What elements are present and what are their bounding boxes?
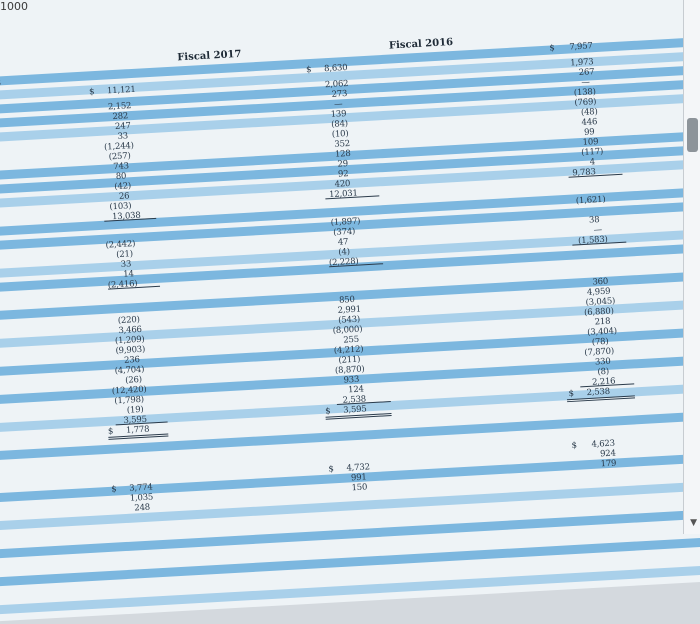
fiscal-2018-cell: 247 bbox=[114, 121, 131, 132]
vertical-scrollbar[interactable]: ▼ bbox=[683, 0, 700, 534]
total-double-underline bbox=[108, 433, 169, 440]
fiscal-2017-cell: 92 bbox=[337, 169, 349, 180]
corner-heading-fragment: 1000 bbox=[0, 0, 28, 13]
fiscal-2017-cell: $ bbox=[328, 464, 335, 475]
fiscal-2017-cell: 29 bbox=[337, 159, 349, 170]
fiscal-2016-cell: — bbox=[593, 224, 603, 236]
fiscal-2016-cell: — bbox=[581, 77, 590, 88]
fiscal-2016-cell: 99 bbox=[583, 127, 595, 138]
fiscal-2016-cell: (8) bbox=[597, 366, 610, 378]
scroll-down-arrow-icon[interactable]: ▼ bbox=[690, 518, 697, 528]
fiscal-2018-cell: 80 bbox=[115, 171, 127, 183]
fiscal-2017-cell: — bbox=[333, 99, 343, 110]
fiscal-2016-cell: 4 bbox=[589, 157, 596, 168]
fiscal-2017-cell: 128 bbox=[334, 148, 351, 160]
fiscal-2018-cell: 33 bbox=[120, 259, 132, 270]
fiscal-2018-cell: 11,121 bbox=[106, 84, 136, 97]
fiscal-2018-cell: 14 bbox=[123, 269, 135, 280]
fiscal-2017-cell: 273 bbox=[331, 88, 348, 100]
fiscal-2016-cell: 38 bbox=[588, 215, 600, 226]
fiscal-2018-cell: $ bbox=[107, 426, 114, 437]
fiscal-2018-cell: 248 bbox=[134, 502, 151, 514]
fiscal-2016-cell: 7,957 bbox=[569, 41, 593, 53]
row-band-stripe bbox=[0, 559, 700, 617]
fiscal-2017-cell: 4,732 bbox=[346, 462, 371, 474]
column-header-fiscal-2016: Fiscal 2016 bbox=[388, 37, 454, 52]
fiscal-2016-cell: $ bbox=[549, 43, 555, 54]
column-header-fiscal-2017: Fiscal 2017 bbox=[176, 48, 242, 64]
fiscal-2017-cell: 150 bbox=[351, 482, 368, 494]
fiscal-2017-cell: 8,630 bbox=[323, 62, 348, 75]
fiscal-2018-cell: 1,035 bbox=[129, 492, 154, 504]
fiscal-2018-cell: $ bbox=[88, 87, 95, 98]
fiscal-2016-cell: (1,621) bbox=[575, 194, 606, 207]
fiscal-2018-cell: $ bbox=[111, 484, 117, 495]
total-double-underline bbox=[325, 413, 392, 420]
fiscal-2016-cell: (117) bbox=[580, 146, 604, 159]
fiscal-2016-cell: 179 bbox=[600, 458, 617, 470]
fiscal-2017-cell: (4) bbox=[338, 247, 351, 258]
fiscal-2016-cell: 267 bbox=[578, 67, 595, 79]
fiscal-2017-cell: $ bbox=[305, 64, 312, 76]
fiscal-2017-cell: $ bbox=[325, 406, 331, 417]
fiscal-2018-cell: 26 bbox=[118, 191, 130, 202]
fiscal-2016-cell: $ bbox=[568, 388, 575, 400]
fiscal-2018-cell: 743 bbox=[113, 161, 130, 173]
fiscal-2017-cell: 47 bbox=[337, 237, 349, 248]
fiscal-2016-cell: 446 bbox=[581, 117, 598, 128]
fiscal-2017-cell: (374) bbox=[333, 226, 356, 238]
scrollbar-thumb[interactable] bbox=[687, 118, 698, 152]
fiscal-2016-cell: $ bbox=[571, 440, 578, 451]
fiscal-2018-cell: 33 bbox=[117, 131, 129, 142]
fiscal-2018-cell: 2,152 bbox=[107, 101, 132, 113]
